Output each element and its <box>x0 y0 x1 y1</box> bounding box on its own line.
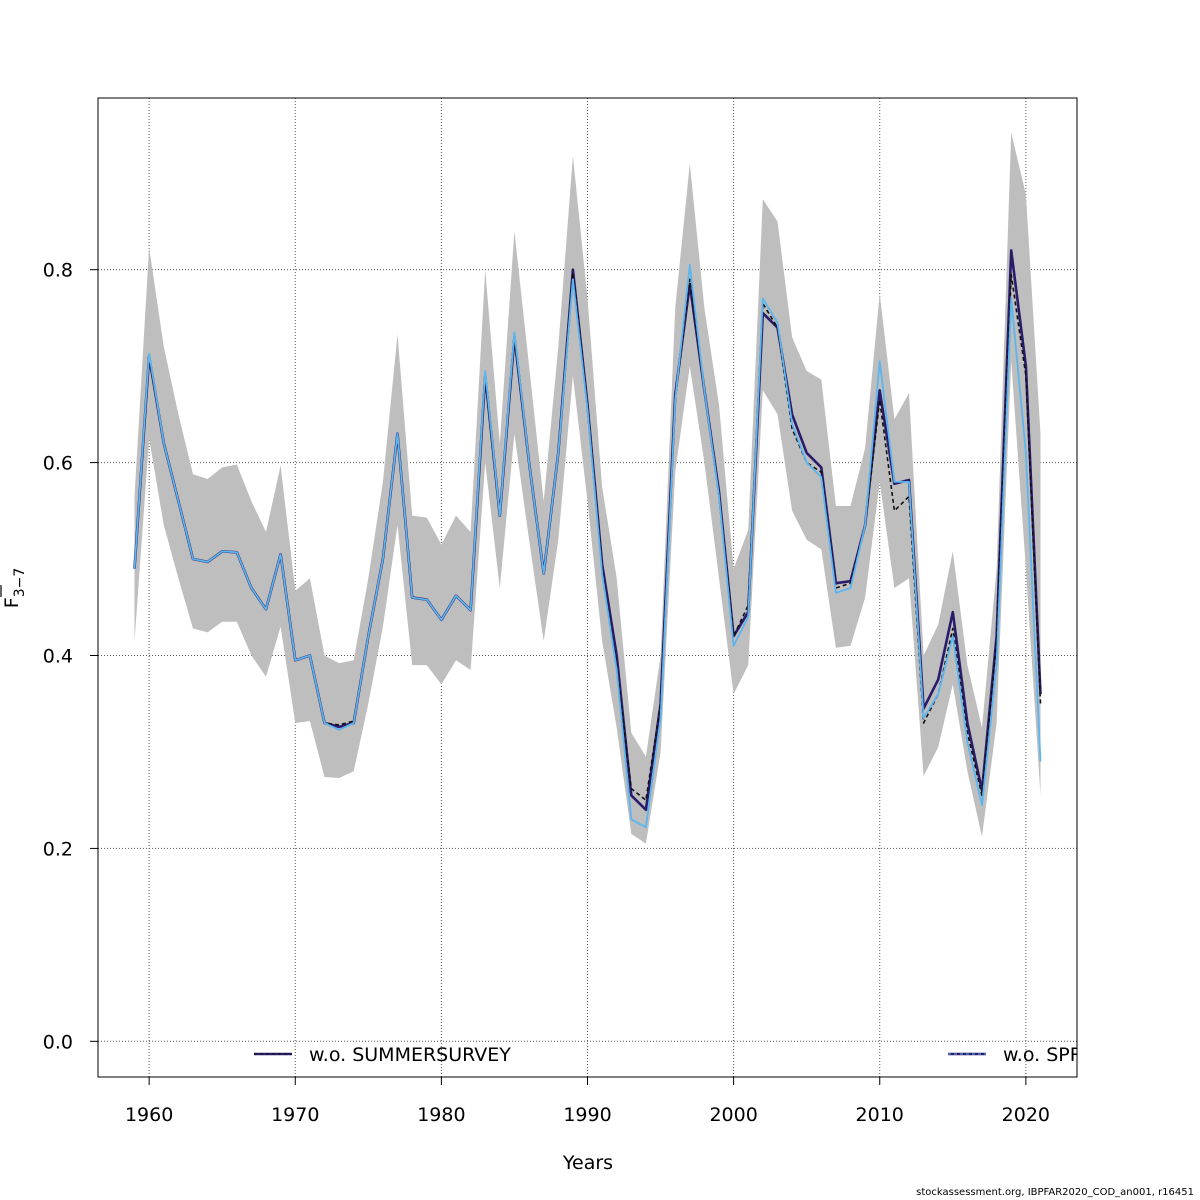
axes: 1960 1970 1980 1990 2000 2010 2020 0.0 0.2 0.4 0.6… <box>43 260 1050 1126</box>
y-tick-label-0.0: 0.0 <box>43 1031 73 1053</box>
x-tick-label-2020: 2020 <box>1002 1104 1050 1126</box>
svg-text:F3−7: F3−7 <box>1 568 28 608</box>
footer-credit: stockassessment.org, IBPFAR2020_COD_an00… <box>916 1187 1194 1198</box>
y-axis-title: F3−7 <box>0 568 28 608</box>
series-layer <box>133 249 1042 829</box>
legend-label-summersurvey: w.o. SUMMERSURVEY <box>309 1044 511 1066</box>
x-tick-label-2000: 2000 <box>709 1104 757 1126</box>
y-axis-title-sub: 3−7 <box>12 568 28 598</box>
band-layer <box>134 132 1041 844</box>
x-tick-label-2010: 2010 <box>856 1104 904 1126</box>
x-tick-label-1990: 1990 <box>563 1104 611 1126</box>
y-tick-label-0.6: 0.6 <box>43 453 73 475</box>
y-tick-label-0.2: 0.2 <box>43 838 73 860</box>
legend-label-springsurvey: w.o. SPR <box>1003 1044 1083 1066</box>
confidence-band <box>134 132 1041 844</box>
y-tick-label-0.4: 0.4 <box>43 645 73 667</box>
y-tick-label-0.8: 0.8 <box>43 260 73 282</box>
y-axis-title-main: F <box>1 597 23 608</box>
x-tick-label-1960: 1960 <box>125 1104 173 1126</box>
x-tick-label-1970: 1970 <box>271 1104 319 1126</box>
legend: w.o. SUMMERSURVEY w.o. SPR <box>254 1044 1083 1066</box>
series-line-2 <box>133 264 1042 829</box>
x-tick-label-1980: 1980 <box>417 1104 465 1126</box>
x-axis-title: Years <box>562 1152 613 1174</box>
